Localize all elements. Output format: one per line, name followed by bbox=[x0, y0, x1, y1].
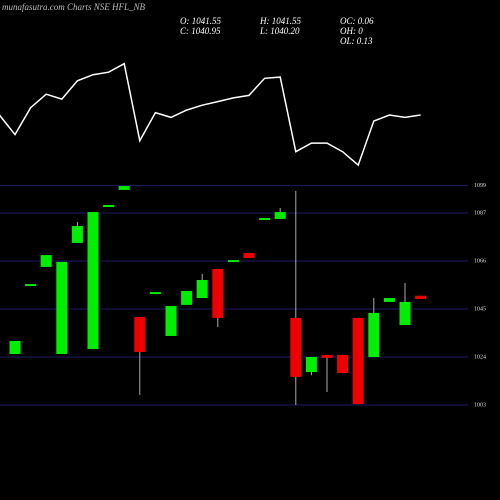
indicator-line bbox=[0, 62, 421, 167]
candle-body bbox=[71, 226, 83, 243]
stat: OL: 0.13 bbox=[340, 36, 373, 46]
candle-body bbox=[274, 212, 286, 219]
candle-body bbox=[134, 317, 146, 352]
candle-body bbox=[368, 312, 380, 357]
stat: OC: 0.06 bbox=[340, 16, 374, 26]
candle-body bbox=[259, 218, 271, 221]
candle-body bbox=[103, 205, 115, 207]
y-tick-label: 1003 bbox=[474, 402, 486, 408]
candle-body bbox=[290, 317, 302, 377]
candle-body bbox=[399, 301, 411, 325]
stat: OH: 0 bbox=[340, 26, 363, 36]
candle-body bbox=[181, 290, 193, 305]
candle-body bbox=[243, 253, 255, 259]
stat: L: 1040.20 bbox=[259, 26, 300, 36]
candle-body bbox=[25, 284, 37, 287]
y-tick-label: 1066 bbox=[474, 258, 486, 264]
candle-body bbox=[56, 261, 68, 355]
y-tick-label: 1024 bbox=[474, 354, 486, 360]
candle-body bbox=[352, 317, 364, 405]
candle-body bbox=[305, 357, 317, 373]
candle-body bbox=[415, 295, 427, 299]
chart-title: munafasutra.com Charts NSE HFL_NB bbox=[2, 2, 146, 12]
y-tick-label: 1045 bbox=[474, 306, 486, 312]
candle-body bbox=[321, 354, 333, 358]
candle-body bbox=[40, 255, 52, 267]
y-tick-label: 1087 bbox=[474, 210, 486, 216]
candle-body bbox=[9, 341, 21, 355]
y-tick-label: 1099 bbox=[474, 183, 486, 189]
candle-body bbox=[149, 292, 161, 295]
candle-body bbox=[337, 354, 349, 373]
candle-body bbox=[212, 269, 224, 318]
candle-body bbox=[196, 279, 208, 299]
candle-body bbox=[383, 298, 395, 302]
candle-body bbox=[165, 306, 177, 336]
stat: O: 1041.55 bbox=[180, 16, 221, 26]
stat: H: 1041.55 bbox=[259, 16, 301, 26]
candle-body bbox=[227, 260, 239, 263]
candle-body bbox=[118, 186, 130, 190]
candle-body bbox=[87, 212, 99, 349]
stat: C: 1040.95 bbox=[180, 26, 221, 36]
